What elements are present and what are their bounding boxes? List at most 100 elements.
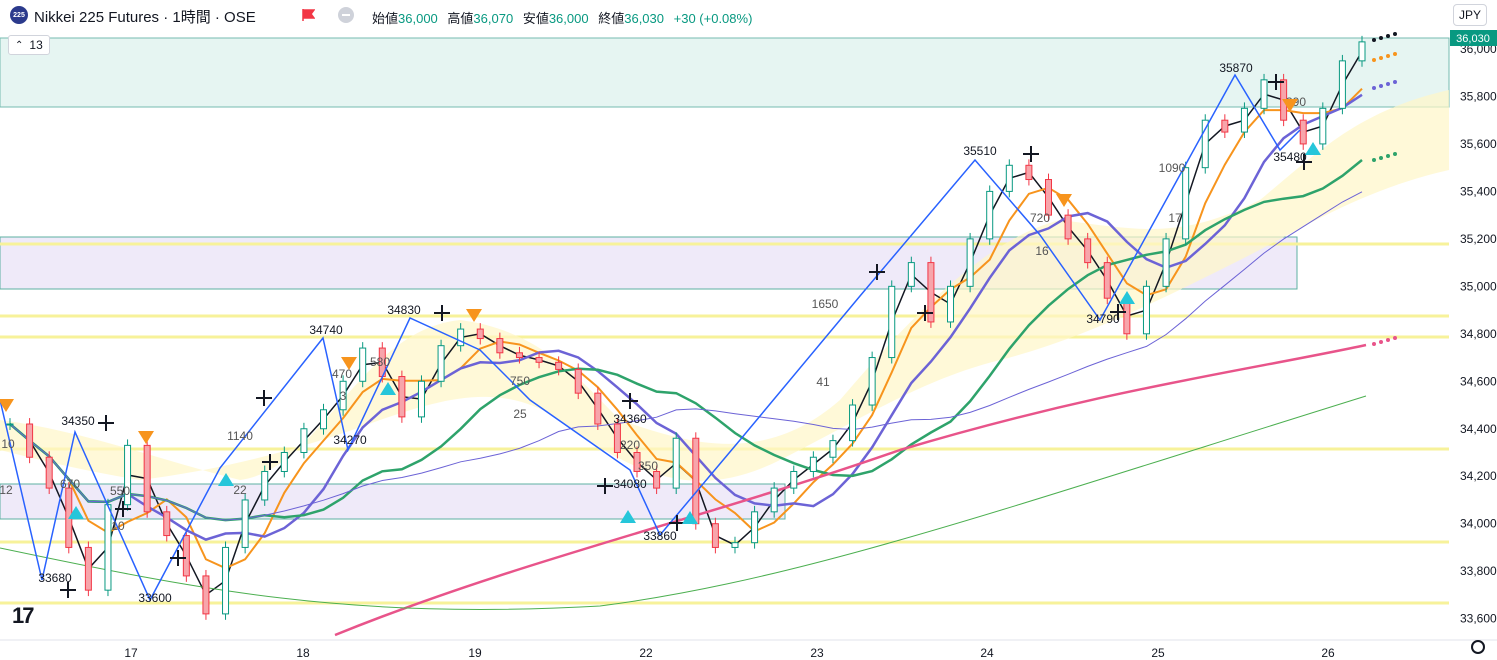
cross-marker-icon [669, 515, 685, 531]
candle-body [613, 423, 621, 453]
count-annotation: 16 [1035, 244, 1049, 258]
candle-body [653, 470, 661, 489]
candle-body [84, 546, 92, 591]
buy-triangle-icon [380, 382, 396, 395]
cross-marker-icon [98, 415, 114, 431]
x-tick-label: 19 [468, 646, 482, 660]
buy-triangle-icon [682, 511, 698, 524]
y-tick-label: 34,600 [1460, 374, 1497, 388]
x-tick-label: 18 [296, 646, 310, 660]
low-label: 安値 [522, 11, 549, 26]
price-annotation: 34080 [613, 477, 647, 491]
ma-line [0, 395, 1367, 610]
candle-body [1005, 164, 1013, 192]
candle-body [163, 511, 171, 537]
candle-body [594, 392, 602, 425]
y-tick-label: 34,400 [1460, 422, 1497, 436]
flag-icon[interactable] [302, 9, 315, 21]
projection-dot [1372, 86, 1376, 90]
projection-dot [1379, 156, 1383, 160]
indicator-toggle[interactable]: ⌃ 13 [8, 35, 50, 55]
price-axis[interactable]: 33,600 33,800 34,000 34,200 34,400 34,600 34,8… [1460, 42, 1497, 626]
ohlc-values: 始値36,000 高値36,070 安値36,000 終値36,030 +30 … [372, 8, 758, 27]
candle-body [731, 542, 739, 548]
sell-triangle-icon [341, 357, 357, 370]
cross-marker-icon [622, 393, 638, 409]
y-tick-label: 35,800 [1460, 89, 1497, 103]
count-annotation: 10 [111, 519, 125, 533]
count-annotation: 17 [1168, 211, 1182, 225]
count-annotation: 1650 [812, 297, 839, 311]
candle-body [280, 451, 288, 472]
candle-body [222, 546, 230, 615]
candle-body [574, 368, 582, 394]
candle-body [555, 361, 563, 370]
y-tick-label: 34,000 [1460, 517, 1497, 531]
settings-icon[interactable] [1471, 640, 1485, 654]
cross-marker-icon [115, 501, 131, 517]
count-annotation: 3 [340, 389, 347, 403]
symbol-title[interactable]: Nikkei 225 Futures · 1時間 · OSE [34, 9, 256, 26]
y-tick-label: 35,400 [1460, 184, 1497, 198]
candle-body [633, 451, 641, 472]
chart-annotations: 34350 33680 33600 34740 34830 34270 34360 34080… [0, 32, 1397, 605]
candle-body [711, 523, 719, 548]
projection-dot [1393, 32, 1397, 36]
zigzag-path [0, 73, 1301, 602]
projection-dot [1386, 82, 1390, 86]
currency-button[interactable]: JPY [1453, 4, 1487, 26]
x-tick-label: 17 [124, 646, 138, 660]
symbol-badge-icon: 225 [10, 6, 28, 24]
high-label: 高値 [447, 11, 474, 26]
candle-body [770, 487, 778, 513]
candle-body [809, 456, 817, 472]
cross-marker-icon [256, 390, 272, 406]
buy-triangle-icon [68, 506, 84, 519]
candle-body [1240, 107, 1248, 133]
sell-triangle-icon [1282, 99, 1298, 112]
candle-body [1103, 262, 1111, 299]
count-annotation: 720 [1030, 211, 1050, 225]
candle-body [1260, 79, 1268, 109]
projection-dot [1393, 336, 1397, 340]
chevron-up-icon: ⌃ [15, 39, 24, 51]
candle-body [947, 285, 955, 323]
candle-body [1182, 167, 1190, 240]
candle-body [104, 504, 112, 591]
count-annotation: 10 [1, 437, 15, 451]
candle-body [1084, 238, 1092, 264]
candle-body [1162, 238, 1170, 287]
candle-body [751, 511, 759, 544]
count-annotation: 220 [620, 438, 640, 452]
projection-dot [1386, 34, 1390, 38]
x-tick-label: 22 [639, 646, 653, 660]
count-annotation: 41 [816, 375, 830, 389]
candle-body [261, 470, 269, 501]
price-annotation: 35870 [1219, 61, 1253, 75]
y-tick-label: 33,800 [1460, 564, 1497, 578]
high-value: 36,070 [473, 11, 514, 26]
count-annotation: 1140 [227, 429, 253, 443]
projection-dot [1379, 56, 1383, 60]
candle-body [45, 456, 53, 489]
candle-body [927, 262, 935, 323]
candle-body [829, 440, 837, 458]
cross-marker-icon [917, 305, 933, 321]
indicator-count: 13 [29, 38, 43, 52]
buy-triangle-icon [218, 473, 234, 486]
time-axis[interactable]: 17 18 19 22 23 24 25 26 [0, 639, 1497, 660]
count-annotation: 670 [60, 477, 80, 491]
cross-marker-icon [1110, 304, 1126, 320]
y-tick-label: 34,200 [1460, 469, 1497, 483]
sell-triangle-icon [0, 399, 14, 412]
candle-body [1044, 179, 1052, 216]
price-annotation: 35510 [963, 144, 997, 158]
open-value: 36,000 [398, 11, 438, 26]
candle-body [417, 380, 425, 418]
candle-body [124, 444, 132, 506]
projection-dot [1379, 36, 1383, 40]
candle-body [496, 338, 504, 354]
price-annotation: 34350 [61, 414, 95, 428]
collapse-button[interactable] [338, 7, 354, 23]
